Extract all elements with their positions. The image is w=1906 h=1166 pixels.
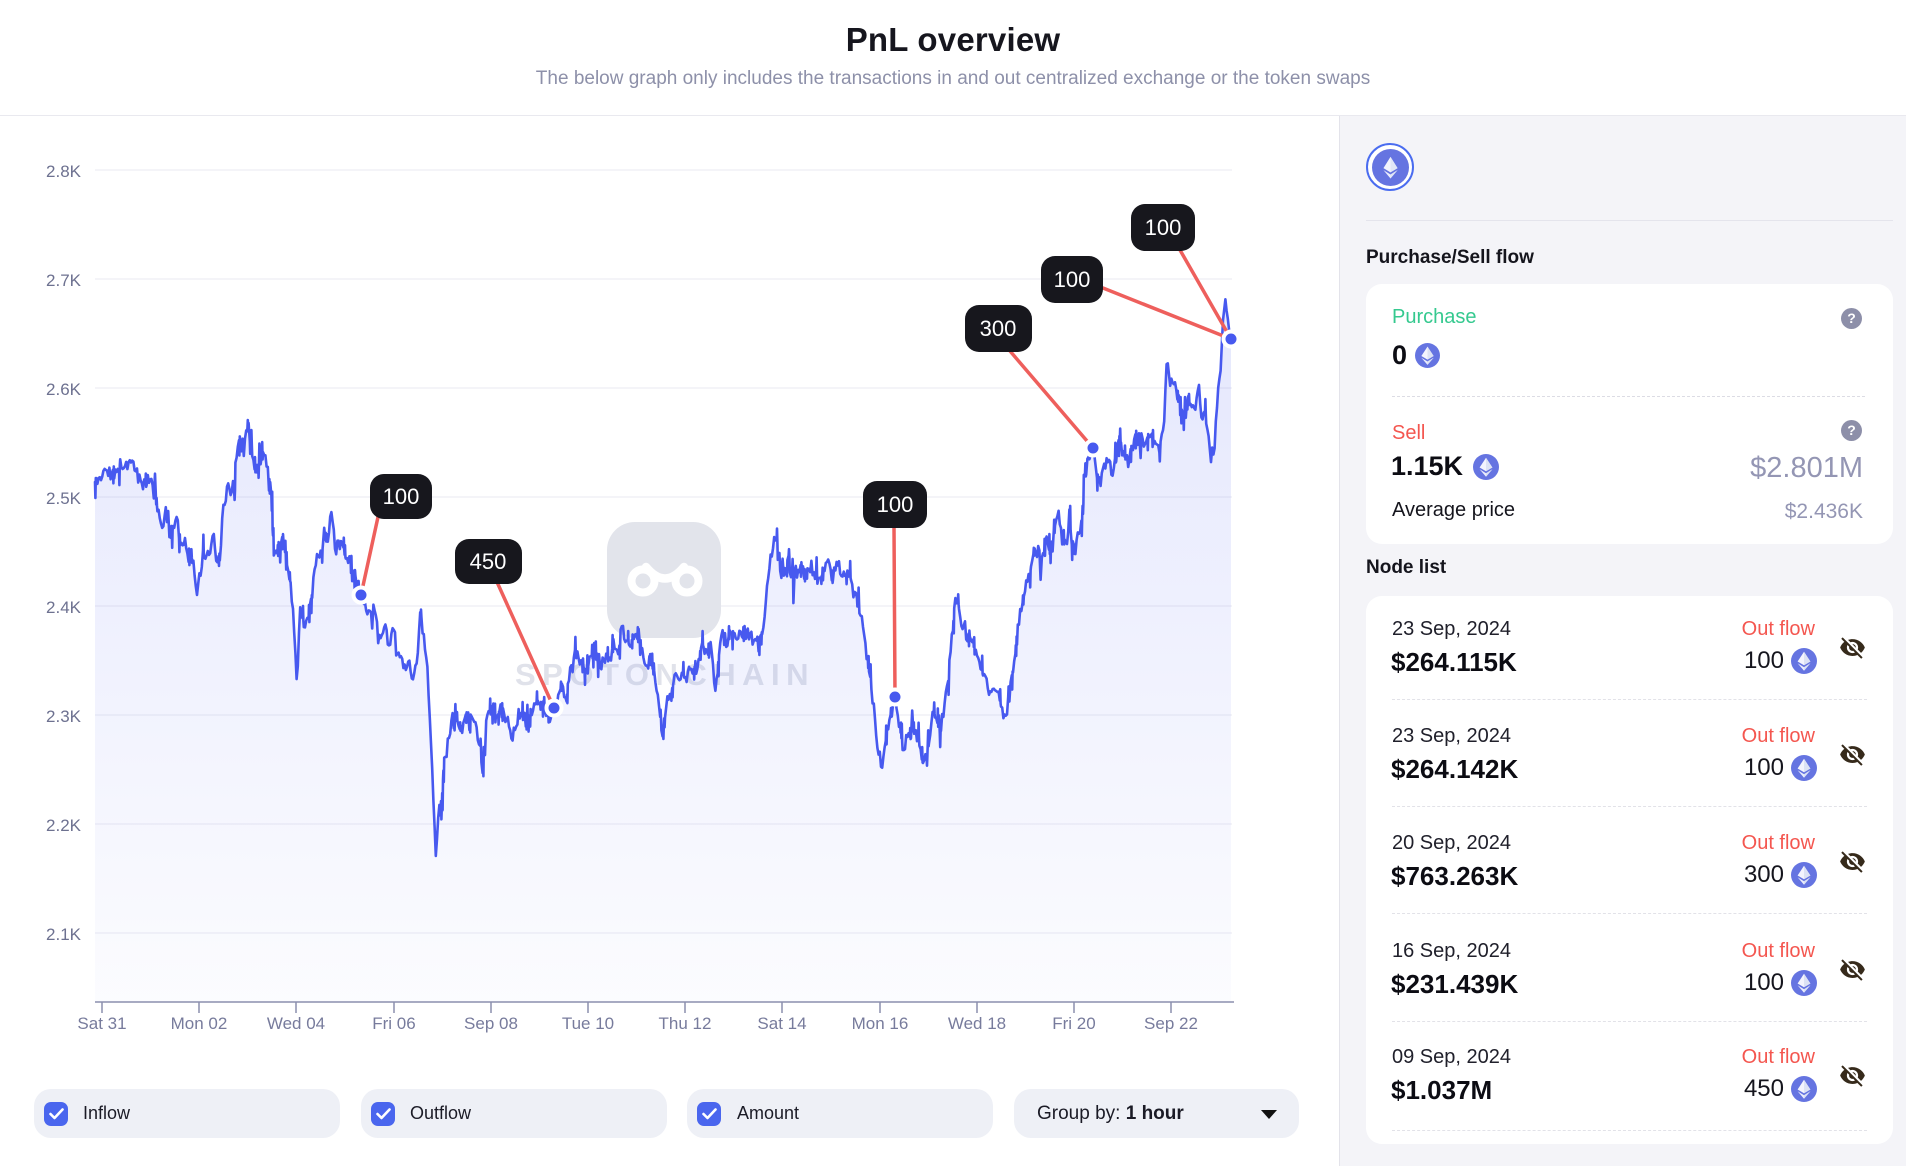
svg-text:2.8K: 2.8K	[46, 162, 82, 181]
svg-text:100: 100	[1145, 215, 1182, 240]
svg-text:Thu 12: Thu 12	[659, 1014, 712, 1033]
svg-text:2.4K: 2.4K	[46, 598, 82, 617]
svg-text:2.5K: 2.5K	[46, 489, 82, 508]
svg-text:Sat 31: Sat 31	[77, 1014, 126, 1033]
svg-text:100: 100	[1054, 267, 1091, 292]
svg-text:Sat 14: Sat 14	[757, 1014, 806, 1033]
svg-text:Sep 22: Sep 22	[1144, 1014, 1198, 1033]
svg-text:300: 300	[980, 316, 1017, 341]
svg-text:Fri 20: Fri 20	[1052, 1014, 1095, 1033]
svg-text:450: 450	[470, 549, 507, 574]
svg-text:Wed 04: Wed 04	[267, 1014, 325, 1033]
svg-text:100: 100	[383, 484, 420, 509]
svg-text:Fri 06: Fri 06	[372, 1014, 415, 1033]
svg-text:2.1K: 2.1K	[46, 925, 82, 944]
svg-text:Tue 10: Tue 10	[562, 1014, 614, 1033]
svg-text:Sep 08: Sep 08	[464, 1014, 518, 1033]
svg-text:2.2K: 2.2K	[46, 816, 82, 835]
svg-text:Mon 02: Mon 02	[171, 1014, 228, 1033]
svg-text:2.6K: 2.6K	[46, 380, 82, 399]
svg-text:Mon 16: Mon 16	[852, 1014, 909, 1033]
svg-text:2.3K: 2.3K	[46, 707, 82, 726]
svg-text:Wed 18: Wed 18	[948, 1014, 1006, 1033]
svg-text:2.7K: 2.7K	[46, 271, 82, 290]
svg-text:100: 100	[877, 492, 914, 517]
